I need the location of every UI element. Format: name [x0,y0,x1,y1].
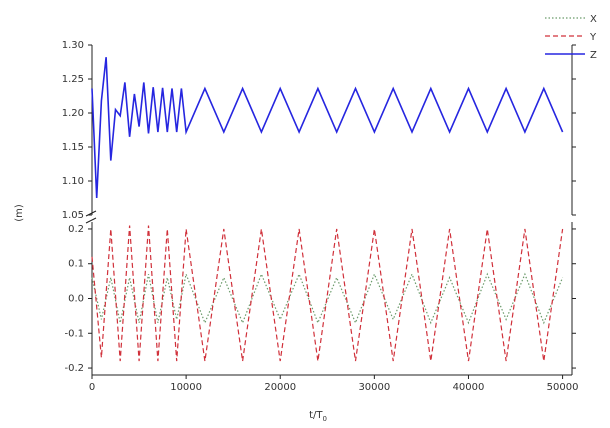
x-axis-label: t/T0 [309,410,327,423]
upper-y-tick-label: 1.30 [62,40,84,51]
lower-y-tick-label: 0.0 [68,294,84,305]
lower-y-tick-label: 0.2 [68,224,84,235]
x-tick-label: 20000 [264,382,296,393]
legend-label-y: Y [589,32,597,43]
x-tick-label: 30000 [358,382,390,393]
lower-y-tick-label: 0.1 [68,259,84,270]
upper-y-tick-label: 1.20 [62,108,84,119]
x-axis-label-main: t/T [309,410,323,421]
upper-y-tick-label: 1.10 [62,176,84,187]
upper-y-tick-label: 1.05 [62,210,84,221]
series-x-line [91,272,564,325]
lower-panel-axes: -0.2 -0.1 0.0 0.1 0.2 [64,222,576,376]
upper-y-tick-label: 1.15 [62,142,84,153]
x-tick-label: 10000 [170,382,202,393]
legend-label-z: Z [590,50,597,61]
x-tick-label: 50000 [547,382,579,393]
y-axis-label: (m) [14,204,25,222]
upper-panel-axes: 1.05 1.10 1.15 1.20 1.25 1.30 [62,40,576,224]
axis-break-mark [85,210,97,224]
series-z-line [91,57,564,199]
lower-y-tick-label: -0.1 [64,328,84,339]
lower-y-tick-label: -0.2 [64,363,84,374]
series-y-line [91,225,564,362]
legend-label-x: X [590,14,597,25]
series-layer [91,57,564,362]
legend: XYZ [545,14,597,61]
upper-y-tick-label: 1.25 [62,74,84,85]
x-tick-label: 40000 [453,382,485,393]
x-axis-label-subscript: 0 [322,415,326,423]
x-axis-ticks: 0 10000 20000 30000 40000 50000 [89,375,579,393]
x-tick-label: 0 [89,382,95,393]
